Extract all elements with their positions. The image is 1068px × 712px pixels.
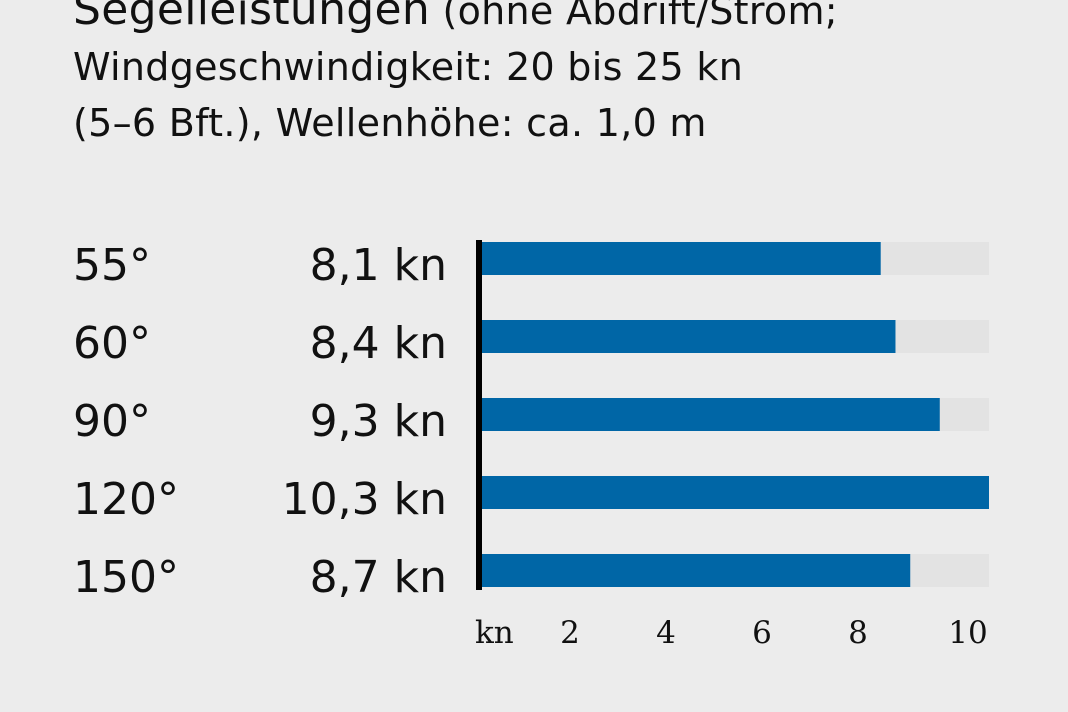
tick-label: 10 xyxy=(948,615,987,651)
value-label: 8,1 kn xyxy=(309,240,447,291)
chart-title: Segelleistungen xyxy=(73,0,431,35)
bar xyxy=(482,242,881,275)
axis-line xyxy=(476,240,482,590)
tick-label: 4 xyxy=(656,615,676,651)
value-label: 8,7 kn xyxy=(309,552,447,603)
chart-subtitle-part1: (ohne Abdrift/Strom; xyxy=(442,0,838,33)
bar xyxy=(482,398,940,431)
category-label: 90° xyxy=(73,396,151,447)
tick-label: 2 xyxy=(560,615,580,651)
value-label: 10,3 kn xyxy=(281,474,447,525)
bar xyxy=(482,554,911,587)
bar xyxy=(482,476,989,509)
value-label: 9,3 kn xyxy=(309,396,447,447)
category-label: 150° xyxy=(73,552,179,603)
category-label: 55° xyxy=(73,240,151,291)
tick-label: 8 xyxy=(848,615,868,651)
category-label: 120° xyxy=(73,474,179,525)
chart-subtitle-line2: Windgeschwindigkeit: 20 bis 25 kn xyxy=(73,45,744,89)
chart-subtitle-line3: (5–6 Bft.), Wellenhöhe: ca. 1,0 m xyxy=(73,101,707,145)
bar xyxy=(482,320,896,353)
category-label: 60° xyxy=(73,318,151,369)
chart-heading: Segelleistungen (ohne Abdrift/Strom; Win… xyxy=(73,0,1053,151)
tick-label: 6 xyxy=(752,615,772,651)
axis-unit-label: kn xyxy=(475,615,514,651)
heading-line-1: Segelleistungen (ohne Abdrift/Strom; xyxy=(73,0,1053,39)
value-label: 8,4 kn xyxy=(309,318,447,369)
